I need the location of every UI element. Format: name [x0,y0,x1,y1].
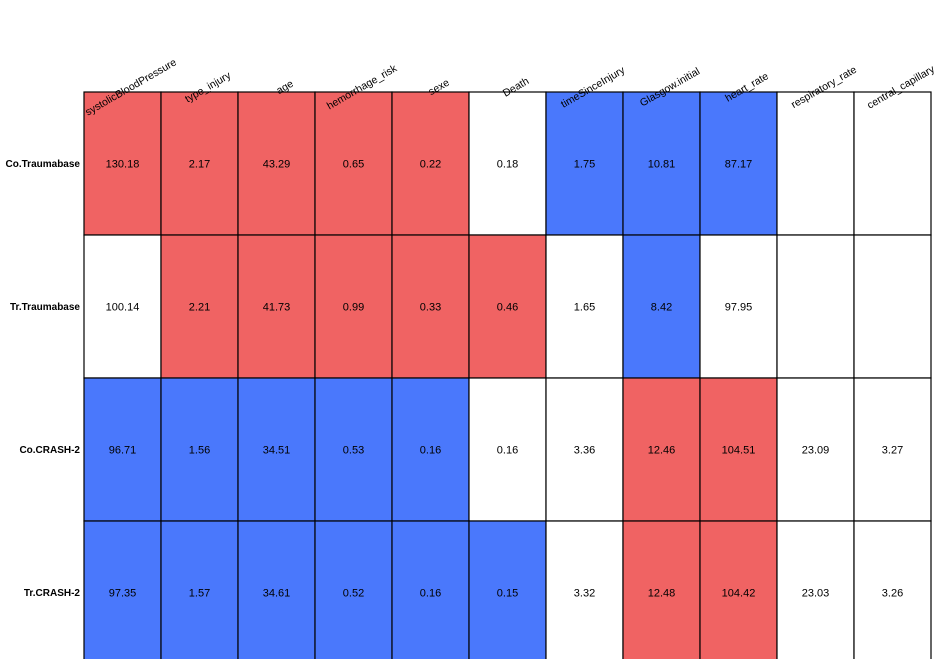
heatmap-cell [160,377,239,522]
row-label: Co.CRASH-2 [19,445,80,456]
heatmap-cell [776,91,855,236]
cell-value-label: 0.33 [420,302,441,314]
cell-value-label: 0.16 [420,445,441,457]
cell-value-label: 0.65 [343,159,364,171]
heatmap-cell [468,91,547,236]
heatmap-cell [545,234,624,379]
heatmap-cell [314,520,393,659]
heatmap-cell [545,520,624,659]
cell-value-label: 3.26 [882,588,903,600]
cell-value-label: 23.09 [802,445,830,457]
heatmap-cell [776,234,855,379]
cell-value-label: 2.21 [189,302,210,314]
heatmap-cell-labels: 130.18 2.17 43.29 0.65 0.22 0.18 1.75 10.81 87.1… [106,159,904,600]
cell-value-label: 8.42 [651,302,672,314]
cell-value-label: 12.48 [648,588,676,600]
cell-value-label: 41.73 [263,302,291,314]
cell-value-label: 100.14 [106,302,140,314]
heatmap-cell [545,377,624,522]
cell-value-label: 0.46 [497,302,518,314]
heatmap-row-labels: Co.Traumabase Tr.Traumabase Co.CRASH-2 Tr.C… [6,159,81,599]
heatmap-cell [314,91,393,236]
cell-value-label: 0.99 [343,302,364,314]
heatmap-cell [391,377,470,522]
cell-value-label: 34.51 [263,445,291,457]
cell-value-label: 0.18 [497,159,518,171]
heatmap-cell [853,377,932,522]
cell-value-label: 2.17 [189,159,210,171]
row-label: Tr.Traumabase [10,302,80,313]
heatmap-cell [314,234,393,379]
cell-value-label: 3.27 [882,445,903,457]
heatmap-cell [468,520,547,659]
heatmap-cell [622,234,701,379]
cell-value-label: 0.16 [420,588,441,600]
heatmap-cell [776,377,855,522]
cell-value-label: 10.81 [648,159,676,171]
cell-value-label: 1.57 [189,588,210,600]
cell-value-label: 104.51 [722,445,756,457]
cell-value-label: 0.15 [497,588,518,600]
cell-value-label: 97.95 [725,302,753,314]
heatmap-cell [699,234,778,379]
cell-value-label: 1.56 [189,445,210,457]
cell-value-label: 104.42 [722,588,756,600]
heatmap-cell [83,377,162,522]
heatmap-cell [622,91,701,236]
heatmap-cell [83,91,162,236]
heatmap-cell [237,91,316,236]
cell-value-label: 12.46 [648,445,676,457]
cell-value-label: 0.22 [420,159,441,171]
heatmap-cell [699,520,778,659]
cell-value-label: 96.71 [109,445,137,457]
heatmap-cell [83,234,162,379]
heatmap-cell [853,520,932,659]
cell-value-label: 87.17 [725,159,753,171]
row-label: Tr.CRASH-2 [24,588,81,599]
cell-value-label: 3.32 [574,588,595,600]
cell-value-label: 1.65 [574,302,595,314]
heatmap-cell [853,91,932,236]
heatmap-cell [237,520,316,659]
heatmap-cell [391,234,470,379]
heatmap-cell [237,377,316,522]
cell-value-label: 0.53 [343,445,364,457]
heatmap-cell [622,520,701,659]
cell-value-label: 43.29 [263,159,291,171]
cell-value-label: 130.18 [106,159,140,171]
row-label: Co.Traumabase [6,159,81,170]
heatmap-cell [314,377,393,522]
heatmap-cell [160,520,239,659]
heatmap-cell [237,234,316,379]
cell-value-label: 0.52 [343,588,364,600]
heatmap-cell [699,377,778,522]
heatmap-cell [391,91,470,236]
cell-value-label: 0.16 [497,445,518,457]
cell-value-label: 3.36 [574,445,595,457]
heatmap-cells [83,91,932,659]
cell-value-label: 23.03 [802,588,830,600]
cell-value-label: 97.35 [109,588,137,600]
cell-value-label: 34.61 [263,588,291,600]
heatmap-cell [160,91,239,236]
heatmap-cell [853,234,932,379]
cell-value-label: 1.75 [574,159,595,171]
